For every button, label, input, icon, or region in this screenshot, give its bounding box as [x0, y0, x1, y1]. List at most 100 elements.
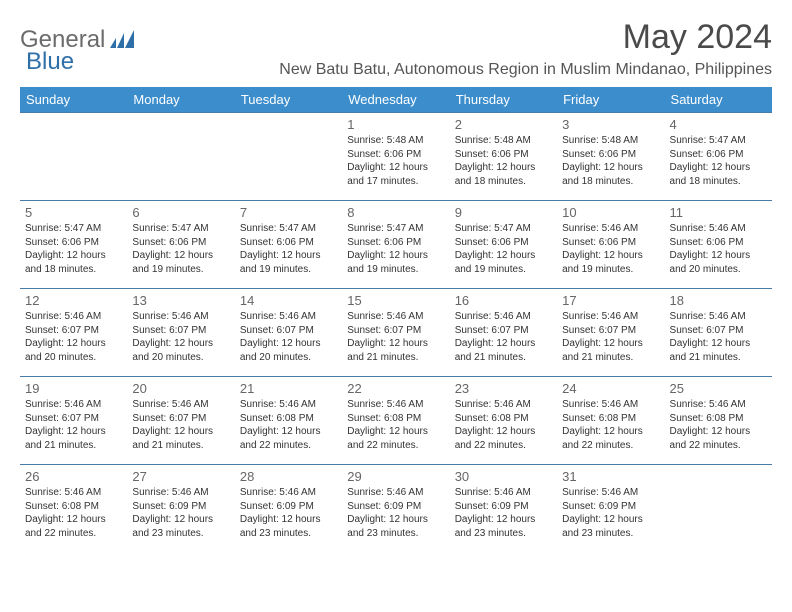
calendar-week-row: 26 Sunrise: 5:46 AM Sunset: 6:08 PM Dayligh…	[20, 465, 772, 553]
day-number: 16	[455, 293, 552, 308]
sunset-line: Sunset: 6:08 PM	[240, 412, 337, 426]
day-number: 11	[670, 205, 767, 220]
daylight-line: Daylight: 12 hours	[562, 249, 659, 263]
sunrise-line: Sunrise: 5:47 AM	[455, 222, 552, 236]
sunrise-line: Sunrise: 5:46 AM	[240, 310, 337, 324]
daylight-line: and 23 minutes.	[132, 527, 229, 541]
day-number: 10	[562, 205, 659, 220]
sunset-line: Sunset: 6:06 PM	[562, 148, 659, 162]
daylight-line: and 23 minutes.	[240, 527, 337, 541]
calendar-day-cell: 30Sunrise: 5:46 AMSunset: 6:09 PMDayligh…	[450, 465, 557, 553]
daylight-line: Daylight: 12 hours	[240, 249, 337, 263]
sunset-line: Sunset: 6:08 PM	[455, 412, 552, 426]
calendar-day-cell	[665, 465, 772, 553]
sunset-line: Sunset: 6:06 PM	[240, 236, 337, 250]
sunrise-line: Sunrise: 5:46 AM	[562, 310, 659, 324]
weekday-header: Tuesday	[235, 87, 342, 113]
day-number: 26	[25, 469, 122, 484]
daylight-line: Daylight: 12 hours	[562, 425, 659, 439]
sunset-line: Sunset: 6:08 PM	[347, 412, 444, 426]
calendar-header-row: SundayMondayTuesdayWednesdayThursdayFrid…	[20, 87, 772, 113]
sunset-line: Sunset: 6:06 PM	[455, 148, 552, 162]
weekday-header: Saturday	[665, 87, 772, 113]
day-number: 6	[132, 205, 229, 220]
daylight-line: and 18 minutes.	[670, 175, 767, 189]
day-number: 20	[132, 381, 229, 396]
daylight-line: and 20 minutes.	[670, 263, 767, 277]
day-number: 22	[347, 381, 444, 396]
daylight-line: Daylight: 12 hours	[347, 425, 444, 439]
daylight-line: Daylight: 12 hours	[562, 337, 659, 351]
sunrise-line: Sunrise: 5:46 AM	[455, 398, 552, 412]
sunrise-line: Sunrise: 5:46 AM	[25, 310, 122, 324]
sunrise-line: Sunrise: 5:47 AM	[240, 222, 337, 236]
sunrise-line: Sunrise: 5:46 AM	[347, 398, 444, 412]
daylight-line: and 18 minutes.	[562, 175, 659, 189]
calendar-body: 1Sunrise: 5:48 AMSunset: 6:06 PMDaylight…	[20, 113, 772, 553]
daylight-line: and 22 minutes.	[455, 439, 552, 453]
calendar-week-row: 1Sunrise: 5:48 AMSunset: 6:06 PMDaylight…	[20, 113, 772, 201]
sunrise-line: Sunrise: 5:46 AM	[347, 310, 444, 324]
calendar-table: SundayMondayTuesdayWednesdayThursdayFrid…	[20, 87, 772, 553]
sunrise-line: Sunrise: 5:47 AM	[132, 222, 229, 236]
sunrise-line: Sunrise: 5:48 AM	[347, 134, 444, 148]
day-number: 1	[347, 117, 444, 132]
sunset-line: Sunset: 6:07 PM	[132, 412, 229, 426]
day-number: 19	[25, 381, 122, 396]
sunrise-line: Sunrise: 5:46 AM	[562, 486, 659, 500]
day-number: 18	[670, 293, 767, 308]
daylight-line: and 22 minutes.	[240, 439, 337, 453]
calendar-day-cell: 25Sunrise: 5:46 AMSunset: 6:08 PMDayligh…	[665, 377, 772, 465]
sunset-line: Sunset: 6:06 PM	[132, 236, 229, 250]
calendar-day-cell: 12Sunrise: 5:46 AMSunset: 6:07 PMDayligh…	[20, 289, 127, 377]
calendar-day-cell: 21Sunrise: 5:46 AMSunset: 6:08 PMDayligh…	[235, 377, 342, 465]
sunset-line: Sunset: 6:08 PM	[25, 500, 122, 514]
day-number: 24	[562, 381, 659, 396]
daylight-line: Daylight: 12 hours	[455, 161, 552, 175]
sunrise-line: Sunrise: 5:46 AM	[240, 486, 337, 500]
daylight-line: and 20 minutes.	[132, 351, 229, 365]
daylight-line: Daylight: 12 hours	[347, 249, 444, 263]
calendar-day-cell: 19Sunrise: 5:46 AMSunset: 6:07 PMDayligh…	[20, 377, 127, 465]
daylight-line: Daylight: 12 hours	[132, 513, 229, 527]
sunset-line: Sunset: 6:06 PM	[670, 148, 767, 162]
daylight-line: Daylight: 12 hours	[132, 249, 229, 263]
day-number: 7	[240, 205, 337, 220]
daylight-line: Daylight: 12 hours	[562, 161, 659, 175]
sunrise-line: Sunrise: 5:46 AM	[455, 310, 552, 324]
daylight-line: and 22 minutes.	[347, 439, 444, 453]
daylight-line: Daylight: 12 hours	[240, 425, 337, 439]
daylight-line: and 19 minutes.	[455, 263, 552, 277]
weekday-header: Friday	[557, 87, 664, 113]
sunset-line: Sunset: 6:07 PM	[25, 412, 122, 426]
daylight-line: Daylight: 12 hours	[347, 513, 444, 527]
daylight-line: Daylight: 12 hours	[25, 337, 122, 351]
header: General May 2024 New Batu Batu, Autonomo…	[20, 18, 772, 79]
sunset-line: Sunset: 6:06 PM	[455, 236, 552, 250]
daylight-line: and 19 minutes.	[562, 263, 659, 277]
daylight-line: and 21 minutes.	[25, 439, 122, 453]
day-number: 28	[240, 469, 337, 484]
sunrise-line: Sunrise: 5:46 AM	[132, 486, 229, 500]
calendar-day-cell: 13Sunrise: 5:46 AMSunset: 6:07 PMDayligh…	[127, 289, 234, 377]
daylight-line: Daylight: 12 hours	[670, 249, 767, 263]
daylight-line: Daylight: 12 hours	[25, 425, 122, 439]
day-number: 2	[455, 117, 552, 132]
daylight-line: Daylight: 12 hours	[670, 425, 767, 439]
daylight-line: and 22 minutes.	[25, 527, 122, 541]
sunrise-line: Sunrise: 5:47 AM	[670, 134, 767, 148]
day-number: 27	[132, 469, 229, 484]
day-number: 17	[562, 293, 659, 308]
day-number: 8	[347, 205, 444, 220]
calendar-day-cell: 11Sunrise: 5:46 AMSunset: 6:06 PMDayligh…	[665, 201, 772, 289]
daylight-line: Daylight: 12 hours	[347, 337, 444, 351]
sunset-line: Sunset: 6:07 PM	[562, 324, 659, 338]
daylight-line: and 22 minutes.	[562, 439, 659, 453]
calendar-day-cell: 7 Sunrise: 5:47 AMSunset: 6:06 PMDaylight…	[235, 201, 342, 289]
day-number: 4	[670, 117, 767, 132]
daylight-line: Daylight: 12 hours	[455, 425, 552, 439]
logo-text-blue: Blue	[26, 48, 74, 75]
sunset-line: Sunset: 6:08 PM	[670, 412, 767, 426]
calendar-day-cell: 10Sunrise: 5:46 AMSunset: 6:06 PMDayligh…	[557, 201, 664, 289]
sunrise-line: Sunrise: 5:47 AM	[25, 222, 122, 236]
